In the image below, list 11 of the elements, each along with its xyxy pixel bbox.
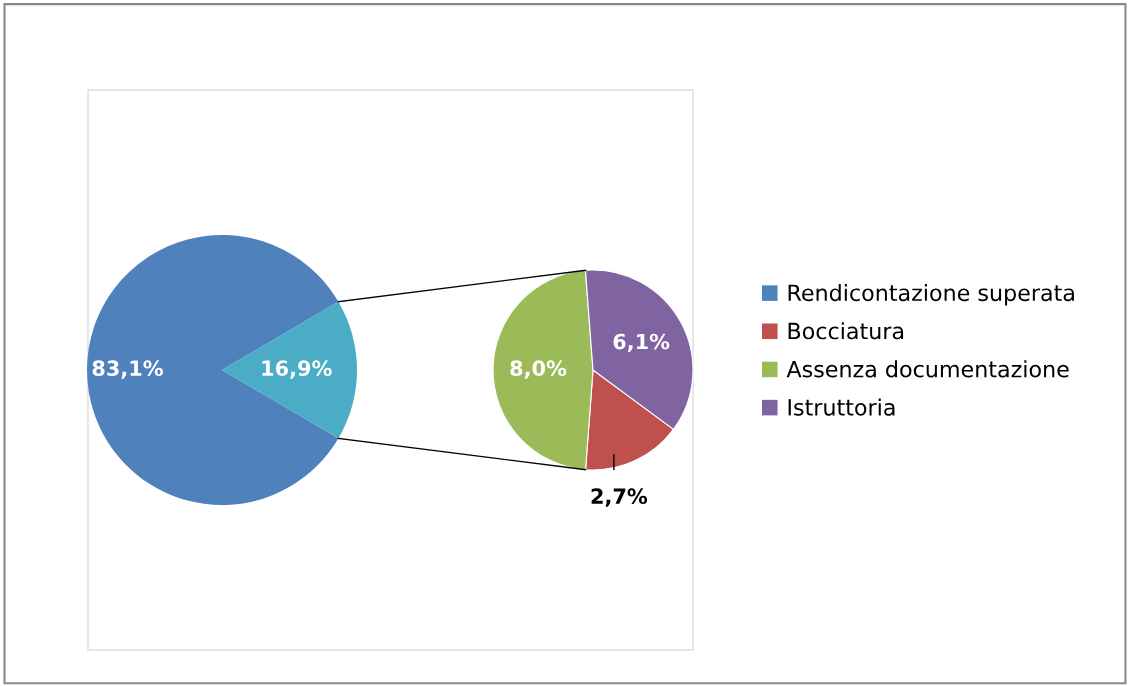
data-label: 6,1% [613, 333, 670, 353]
legend-label: Rendicontazione superata [788, 283, 1074, 306]
data-label: 2,7% [591, 488, 648, 507]
data-label: 8,0% [510, 360, 567, 379]
pie-slice [87, 235, 339, 505]
data-label: 83,1% [92, 360, 163, 379]
data-label: 16,9% [262, 360, 332, 379]
legend-label: Istruttoria [788, 398, 895, 416]
pie-slice [222, 301, 357, 439]
legend-label: Assenza documentazione [786, 360, 1069, 378]
legend-label: Bocciatura [788, 322, 904, 340]
